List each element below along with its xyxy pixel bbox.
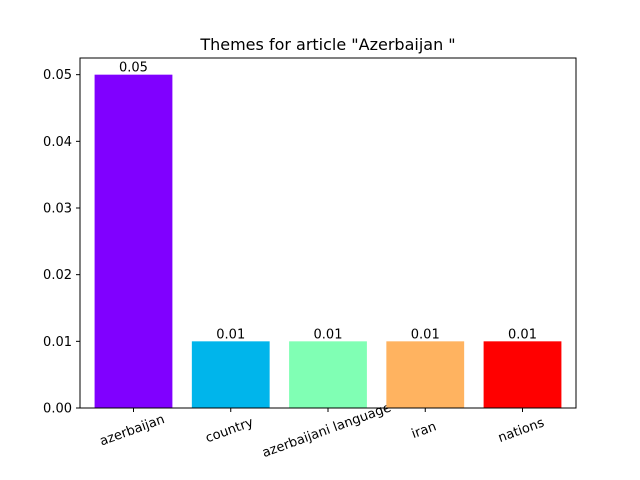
bar-series (94, 74, 562, 409)
bar-azerbaijani-language (289, 341, 367, 408)
bar-value-label: 0.05 (119, 61, 148, 76)
x-tick-label: iran (410, 419, 439, 442)
bar-value-label: 0.01 (508, 327, 537, 342)
axes-frame (79, 57, 577, 409)
x-axis: azerbaijan country azerbaijani language ira… (98, 400, 547, 461)
bar-value-label: 0.01 (411, 327, 440, 342)
y-tick-label: 0.01 (43, 335, 72, 350)
x-tick-label: nations (496, 415, 546, 446)
y-tick-label: 0.03 (43, 202, 72, 217)
bar-value-label: 0.01 (314, 327, 343, 342)
bar-azerbaijan (94, 74, 173, 409)
bar-iran (386, 341, 465, 408)
chart-title: Themes for article "Azerbaijan " (199, 35, 455, 54)
x-tick-label: country (204, 415, 256, 446)
x-tick-label: azerbaijan (98, 412, 167, 449)
bar-nations (483, 341, 562, 408)
bar-country (191, 341, 270, 408)
y-tick-label: 0.00 (43, 402, 72, 417)
y-axis: 0.00 0.01 0.02 0.03 0.04 0.05 (43, 68, 80, 417)
y-tick-label: 0.05 (43, 68, 72, 83)
data-labels: 0.05 0.01 0.01 0.01 0.01 (119, 61, 537, 343)
y-tick-label: 0.04 (43, 135, 72, 150)
bar-value-label: 0.01 (216, 327, 245, 342)
y-tick-label: 0.02 (43, 268, 72, 283)
x-tick-label: azerbaijani language (260, 400, 393, 461)
